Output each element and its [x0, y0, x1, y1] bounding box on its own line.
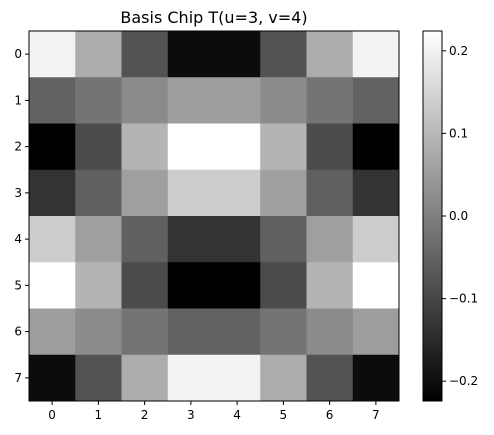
heatmap-cell-r7-c4 [214, 354, 261, 402]
y-axis: 0 1 2 3 4 5 6 7 [14, 47, 29, 385]
heatmap-cell-r4-c0 [29, 216, 76, 263]
heatmap-cells [29, 31, 400, 402]
heatmap-cell-r5-c0 [29, 262, 76, 309]
x-tick-label: 4 [233, 408, 241, 422]
y-tick-label: 5 [14, 278, 22, 292]
chart-title: Basis Chip T(u=3, v=4) [120, 8, 307, 27]
heatmap-cell-r4-c4 [214, 216, 261, 263]
colorbar [422, 30, 443, 402]
colorbar-tick-label: 0.2 [449, 44, 468, 58]
heatmap-cell-r5-c4 [214, 262, 261, 309]
heatmap-cell-r4-c1 [75, 216, 122, 263]
heatmap-cell-r1-c5 [260, 77, 307, 124]
heatmap-cell-r2-c1 [75, 123, 122, 171]
heatmap-cell-r7-c6 [306, 354, 354, 402]
x-tick-label: 3 [187, 408, 195, 422]
heatmap-cell-r0-c0 [29, 31, 76, 78]
heatmap-cell-r3-c4 [214, 169, 261, 217]
heatmap-cell-r7-c0 [29, 354, 76, 402]
x-tick-label: 0 [48, 408, 56, 422]
heatmap-cell-r2-c0 [29, 123, 76, 171]
heatmap-cell-r3-c5 [260, 169, 307, 217]
x-tick-label: 6 [326, 408, 334, 422]
heatmap-cell-r2-c2 [121, 123, 169, 171]
x-tick-label: 5 [280, 408, 288, 422]
heatmap-cell-r0-c7 [352, 31, 400, 78]
heatmap-cell-r0-c4 [214, 31, 261, 78]
heatmap-cell-r1-c6 [306, 77, 354, 124]
heatmap-cell-r7-c5 [260, 354, 307, 402]
y-tick-label: 7 [14, 371, 22, 385]
heatmap-cell-r4-c3 [167, 216, 215, 263]
colorbar-tick-label: −0.1 [449, 292, 478, 306]
heatmap-cell-r6-c4 [214, 308, 261, 356]
heatmap-cell-r5-c1 [75, 262, 122, 309]
heatmap-cell-r0-c5 [260, 31, 307, 78]
heatmap-cell-r6-c0 [29, 308, 76, 356]
heatmap-cell-r0-c1 [75, 31, 122, 78]
y-tick-label: 2 [14, 140, 22, 154]
heatmap-cell-r2-c4 [214, 123, 261, 171]
heatmap-cell-r6-c5 [260, 308, 307, 356]
heatmap-cell-r2-c3 [167, 123, 215, 171]
heatmap-cell-r3-c1 [75, 169, 122, 217]
x-tick-label: 2 [141, 408, 149, 422]
y-tick-label: 6 [14, 325, 22, 339]
heatmap-cell-r7-c2 [121, 354, 169, 402]
heatmap-cell-r7-c3 [167, 354, 215, 402]
heatmap-cell-r6-c6 [306, 308, 354, 356]
heatmap-cell-r5-c2 [121, 262, 169, 309]
heatmap-cell-r3-c3 [167, 169, 215, 217]
heatmap-cell-r6-c2 [121, 308, 169, 356]
colorbar-tick-label: 0.0 [449, 209, 468, 223]
heatmap-cell-r1-c4 [214, 77, 261, 124]
y-tick-label: 3 [14, 186, 22, 200]
heatmap-cell-r5-c3 [167, 262, 215, 309]
heatmap-cell-r1-c1 [75, 77, 122, 124]
heatmap-cell-r1-c2 [121, 77, 169, 124]
heatmap-cell-r4-c7 [352, 216, 400, 263]
heatmap-cell-r4-c5 [260, 216, 307, 263]
y-tick-label: 4 [14, 232, 22, 246]
heatmap-cell-r6-c1 [75, 308, 122, 356]
heatmap-cell-r3-c7 [352, 169, 400, 217]
y-tick-label: 1 [14, 93, 22, 107]
colorbar-axis: 0.2 0.1 0.0 −0.1 −0.2 [442, 44, 478, 388]
heatmap-cell-r1-c0 [29, 77, 76, 124]
heatmap-cell-r3-c2 [121, 169, 169, 217]
plot-frame [28, 30, 400, 402]
heatmap-cell-r7-c7 [352, 354, 400, 402]
heatmap-cell-r5-c6 [306, 262, 354, 309]
heatmap-cell-r6-c3 [167, 308, 215, 356]
x-tick-label: 7 [372, 408, 380, 422]
heatmap-cell-r0-c2 [121, 31, 169, 78]
heatmap-cell-r7-c1 [75, 354, 122, 402]
heatmap-cell-r0-c6 [306, 31, 354, 78]
heatmap-cell-r4-c6 [306, 216, 354, 263]
heatmap-cell-r5-c7 [352, 262, 400, 309]
heatmap-cell-r1-c7 [352, 77, 400, 124]
colorbar-tick-label: −0.2 [449, 374, 478, 388]
colorbar-tick-label: 0.1 [449, 126, 468, 140]
y-tick-label: 0 [14, 47, 22, 61]
heatmap-cell-r2-c6 [306, 123, 354, 171]
heatmap-cell-r1-c3 [167, 77, 215, 124]
heatmap-cell-r3-c6 [306, 169, 354, 217]
x-axis: 0 1 2 3 4 5 6 7 [48, 401, 380, 422]
heatmap-cell-r2-c5 [260, 123, 307, 171]
heatmap-cell-r3-c0 [29, 169, 76, 217]
heatmap-cell-r6-c7 [352, 308, 400, 356]
heatmap-cell-r0-c3 [167, 31, 215, 78]
heatmap-cell-r5-c5 [260, 262, 307, 309]
heatmap-cell-r4-c2 [121, 216, 169, 263]
heatmap-cell-r2-c7 [352, 123, 400, 171]
x-tick-label: 1 [95, 408, 103, 422]
